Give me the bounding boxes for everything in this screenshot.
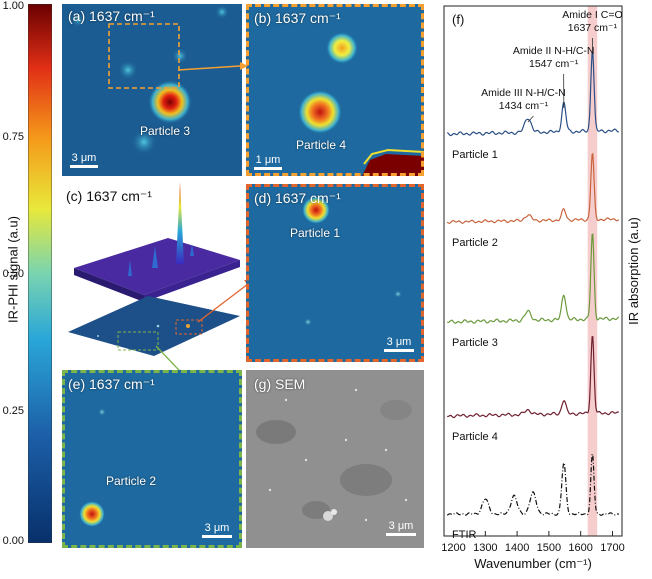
panel-g-scalebar: 3 μm [386, 520, 416, 536]
panel-c-label: (c) 1637 cm⁻¹ [66, 188, 152, 205]
annotation-text: Amide I C=O [562, 9, 622, 21]
panel-g: (g) SEM 3 μm [246, 370, 424, 548]
panel-f: 1200 1300 1400 1500 1600 1700 Wavenumber (cm⁻¹… [432, 4, 648, 574]
colorbar-tick-000: 0.00 [3, 535, 24, 547]
panel-d-scale-bar [384, 349, 414, 352]
x-tick-label: 1200 [441, 542, 465, 554]
annotation-text: 1434 cm⁻¹ [499, 100, 549, 112]
series-label: Particle 2 [452, 237, 498, 249]
panel-e-particle: Particle 2 [106, 474, 156, 488]
panel-e-scale-bar [202, 535, 232, 538]
panel-g-scale-text: 3 μm [386, 520, 416, 532]
panel-a-particle: Particle 3 [140, 124, 190, 138]
panel-e-scalebar: 3 μm [202, 522, 232, 538]
y-axis-label: IR absorption (a.u) [626, 217, 641, 325]
series-label: Particle 3 [452, 337, 498, 349]
panel-d-particle: Particle 1 [290, 226, 340, 240]
panel-e-scale-text: 3 μm [202, 522, 232, 534]
x-tick-label: 1600 [568, 542, 592, 554]
annotation-text: Amide II N-H/C-N [513, 45, 595, 57]
panel-g-label: (g) SEM [254, 376, 305, 392]
panel-a: (a) 1637 cm⁻¹ Particle 3 3 μm [62, 4, 242, 176]
spectra-chart: 1200 1300 1400 1500 1600 1700 Wavenumber (cm⁻¹… [432, 4, 648, 574]
series-label: Particle 1 [452, 149, 498, 161]
series-label: Particle 4 [452, 431, 498, 443]
panel-b-scale-bar [254, 167, 282, 170]
chart-title: (f) [452, 12, 464, 27]
annotation-text: 1547 cm⁻¹ [529, 58, 579, 70]
panel-b: (b) 1637 cm⁻¹ Particle 4 1 μm [246, 4, 424, 176]
panel-d: (d) 1637 cm⁻¹ Particle 1 3 μm [246, 184, 424, 362]
panel-b-label: (b) 1637 cm⁻¹ [254, 10, 341, 27]
x-tick-label: 1700 [600, 542, 624, 554]
annotation-text: 1637 cm⁻¹ [568, 22, 618, 34]
colorbar-tick-025: 0.25 [3, 405, 24, 417]
colorbar-label: IR-PHI signal (a.u) [6, 205, 21, 335]
annotation-text: Amide III N-H/C-N [481, 87, 566, 99]
colorbar-tick-075: 0.75 [3, 131, 24, 143]
x-tick-label: 1400 [505, 542, 529, 554]
panel-e: (e) 1637 cm⁻¹ Particle 2 3 μm [62, 370, 242, 548]
x-axis-label: Wavenumber (cm⁻¹) [474, 556, 592, 571]
panel-a-label: (a) 1637 cm⁻¹ [68, 8, 155, 25]
panel-b-scalebar: 1 μm [254, 154, 282, 170]
panel-a-scale-bar [70, 165, 98, 168]
panel-d-label: (d) 1637 cm⁻¹ [254, 190, 341, 207]
panel-e-label: (e) 1637 cm⁻¹ [68, 376, 155, 393]
panel-g-scale-bar [386, 533, 416, 536]
x-tick-label: 1300 [473, 542, 497, 554]
connector-a-b [170, 60, 250, 80]
panel-d-scalebar: 3 μm [384, 336, 414, 352]
panel-b-scale-text: 1 μm [254, 154, 282, 166]
panel-b-particle: Particle 4 [296, 138, 346, 152]
panel-a-scalebar: 3 μm [70, 152, 98, 168]
colorbar-tick-100: 1.00 [3, 0, 24, 12]
panel-a-scale-text: 3 μm [70, 152, 98, 164]
panel-a-map [62, 4, 242, 176]
colorbar [28, 4, 52, 543]
colorbar-gradient [28, 4, 52, 543]
panel-d-scale-text: 3 μm [384, 336, 414, 348]
x-tick-label: 1500 [537, 542, 561, 554]
series-label: FTIR [452, 529, 476, 541]
